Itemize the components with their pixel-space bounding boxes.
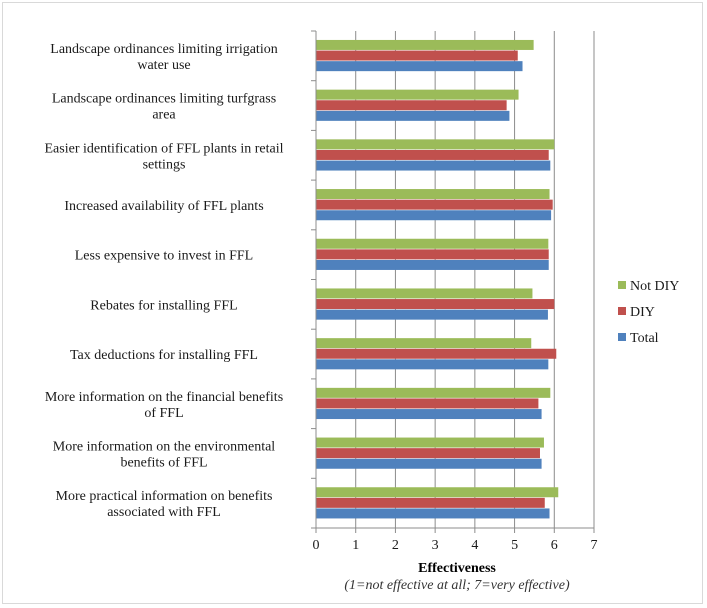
legend: Not DIY DIY Total — [618, 279, 679, 346]
category-label: More practical information on benefits as… — [56, 489, 273, 520]
bar-total — [316, 310, 548, 320]
legend-label-diy: DIY — [630, 305, 655, 320]
category-label-line: Increased availability of FFL plants — [64, 199, 263, 214]
bar-diy — [316, 200, 553, 210]
bar-diy — [316, 299, 554, 309]
legend-swatch-diy — [618, 307, 626, 315]
bar-not-diy — [316, 288, 532, 298]
bar-not-diy — [316, 338, 531, 348]
bar-not-diy — [316, 438, 544, 448]
bar-total — [316, 508, 550, 518]
x-tick-label: 6 — [551, 538, 558, 553]
x-axis-note: (1=not effective at all; 7=very effectiv… — [344, 578, 570, 593]
category-label: Easier identification of FFL plants in r… — [45, 141, 284, 172]
bars — [316, 40, 558, 519]
bar-not-diy — [316, 90, 519, 100]
category-label-line: area — [152, 108, 176, 123]
category-label: Landscape ordinances limiting irrigation… — [50, 42, 277, 73]
bar-total — [316, 359, 548, 369]
category-label-line: Landscape ordinances limiting irrigation — [50, 42, 277, 57]
category-label: Tax deductions for installing FFL — [70, 348, 258, 363]
bar-not-diy — [316, 189, 550, 199]
legend-swatch-not-diy — [618, 281, 626, 289]
x-tick-label: 2 — [392, 538, 399, 553]
category-label: Rebates for installing FFL — [90, 298, 237, 313]
bar-not-diy — [316, 388, 550, 398]
bar-not-diy — [316, 239, 548, 249]
bar-diy — [316, 448, 540, 458]
category-label-line: More information on the environmental — [53, 439, 275, 454]
bar-diy — [316, 51, 518, 61]
category-label-line: benefits of FFL — [120, 455, 207, 470]
x-tick-label: 0 — [313, 538, 320, 553]
bar-total — [316, 459, 542, 469]
category-label-line: More information on the financial benefi… — [45, 390, 283, 405]
category-label-line: Tax deductions for installing FFL — [70, 348, 258, 363]
bar-not-diy — [316, 487, 558, 497]
x-tick-label: 7 — [591, 538, 598, 553]
x-tick-label: 5 — [511, 538, 518, 553]
category-label-line: Rebates for installing FFL — [90, 298, 237, 313]
bar-not-diy — [316, 139, 554, 149]
category-label-line: water use — [137, 58, 190, 73]
category-label-line: of FFL — [144, 406, 183, 421]
x-axis-label: Effectiveness — [418, 561, 496, 576]
bar-diy — [316, 100, 507, 110]
category-label: More information on the financial benefi… — [45, 390, 283, 421]
bar-total — [316, 111, 509, 121]
category-label: Landscape ordinances limiting turfgrass a… — [52, 92, 276, 123]
category-label-line: Less expensive to invest in FFL — [75, 249, 254, 264]
x-tick-label: 1 — [352, 538, 359, 553]
bar-total — [316, 210, 551, 220]
bar-diy — [316, 349, 556, 359]
category-label-line: Landscape ordinances limiting turfgrass — [52, 92, 276, 107]
category-label-line: associated with FFL — [107, 505, 221, 520]
category-label-line: Easier identification of FFL plants in r… — [45, 141, 284, 156]
bar-diy — [316, 398, 538, 408]
x-tick-label: 3 — [432, 538, 439, 553]
category-labels: Landscape ordinances limiting irrigation… — [45, 42, 284, 520]
bar-not-diy — [316, 40, 534, 50]
bar-total — [316, 260, 549, 270]
legend-label-total: Total — [630, 331, 659, 346]
x-tick-labels: 0 1 2 3 4 5 6 7 — [313, 538, 598, 553]
bar-total — [316, 409, 542, 419]
bar-diy — [316, 150, 549, 160]
bar-diy — [316, 498, 545, 508]
bar-total — [316, 161, 550, 171]
category-label-line: More practical information on benefits — [56, 489, 273, 504]
category-label-line: settings — [143, 157, 186, 172]
x-tick-label: 4 — [471, 538, 478, 553]
legend-label-not-diy: Not DIY — [630, 279, 679, 294]
bar-total — [316, 61, 523, 71]
bar-diy — [316, 249, 549, 259]
category-label: Increased availability of FFL plants — [64, 199, 263, 214]
legend-swatch-total — [618, 333, 626, 341]
category-label: More information on the environmental ben… — [53, 439, 275, 470]
category-label: Less expensive to invest in FFL — [75, 249, 254, 264]
